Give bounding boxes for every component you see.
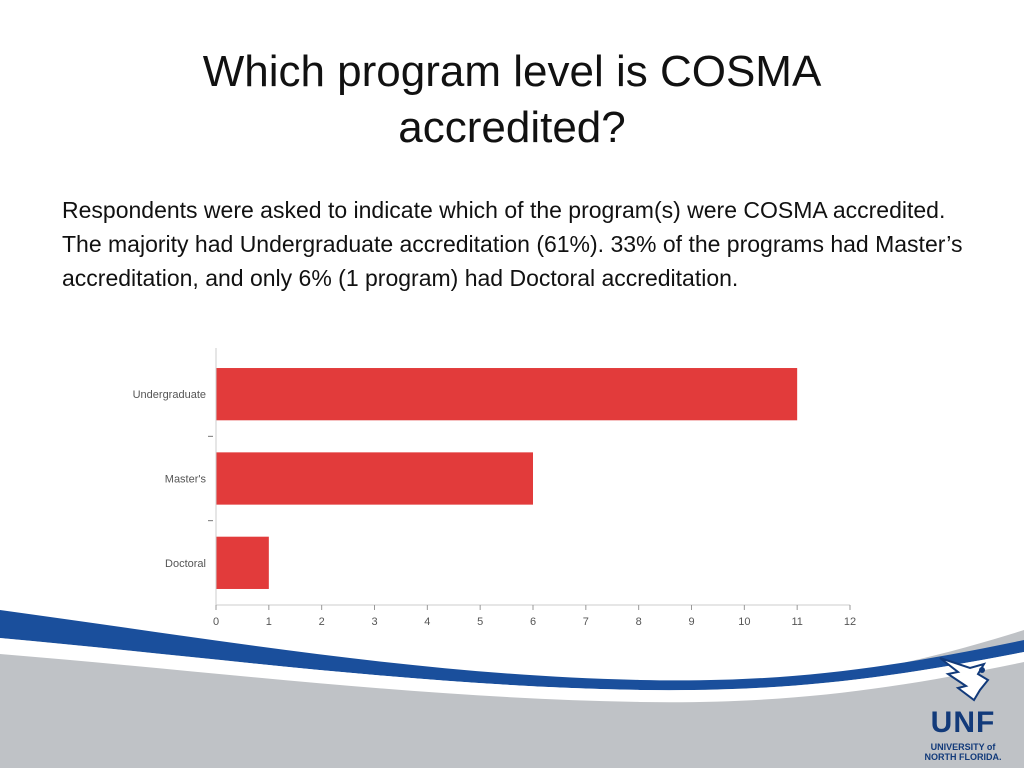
logo-line-1: UNIVERSITY of [930, 742, 996, 752]
category-label-0: Undergraduate [133, 389, 206, 401]
title-line-1: Which program level is COSMA [202, 47, 822, 96]
x-tick-label: 10 [738, 616, 750, 628]
x-tick-label: 5 [477, 616, 483, 628]
slide-title: Which program level is COSMA accredited? [0, 44, 1024, 156]
title-line-2: accredited? [398, 103, 626, 152]
x-tick-label: 2 [319, 616, 325, 628]
x-tick-label: 4 [424, 616, 430, 628]
x-tick-label: 0 [213, 616, 219, 628]
x-tick-label: 11 [791, 616, 802, 628]
category-label-1: Master's [165, 474, 207, 486]
bar-0 [216, 368, 798, 421]
x-tick-label: 7 [583, 616, 589, 628]
x-tick-label: 6 [530, 616, 536, 628]
x-tick-label: 3 [371, 616, 377, 628]
x-tick-label: 8 [636, 616, 642, 628]
x-tick-label: 1 [266, 616, 272, 628]
logo-unf-text: UNF [930, 706, 996, 739]
unf-logo: UNF UNIVERSITY of NORTH FLORIDA. [918, 650, 1008, 762]
bar-1 [216, 452, 533, 505]
footer-white-band [0, 638, 1024, 703]
slide-body-text: Respondents were asked to indicate which… [62, 197, 963, 291]
x-tick-label: 9 [688, 616, 694, 628]
x-tick-label: 12 [844, 616, 856, 628]
footer-wave [0, 610, 1024, 768]
osprey-logo-icon [939, 657, 990, 702]
footer-blue-swoosh [0, 610, 1024, 691]
category-label-2: Doctoral [165, 558, 206, 570]
bar-2 [216, 536, 269, 589]
logo-line-2: NORTH FLORIDA. [924, 752, 1002, 762]
